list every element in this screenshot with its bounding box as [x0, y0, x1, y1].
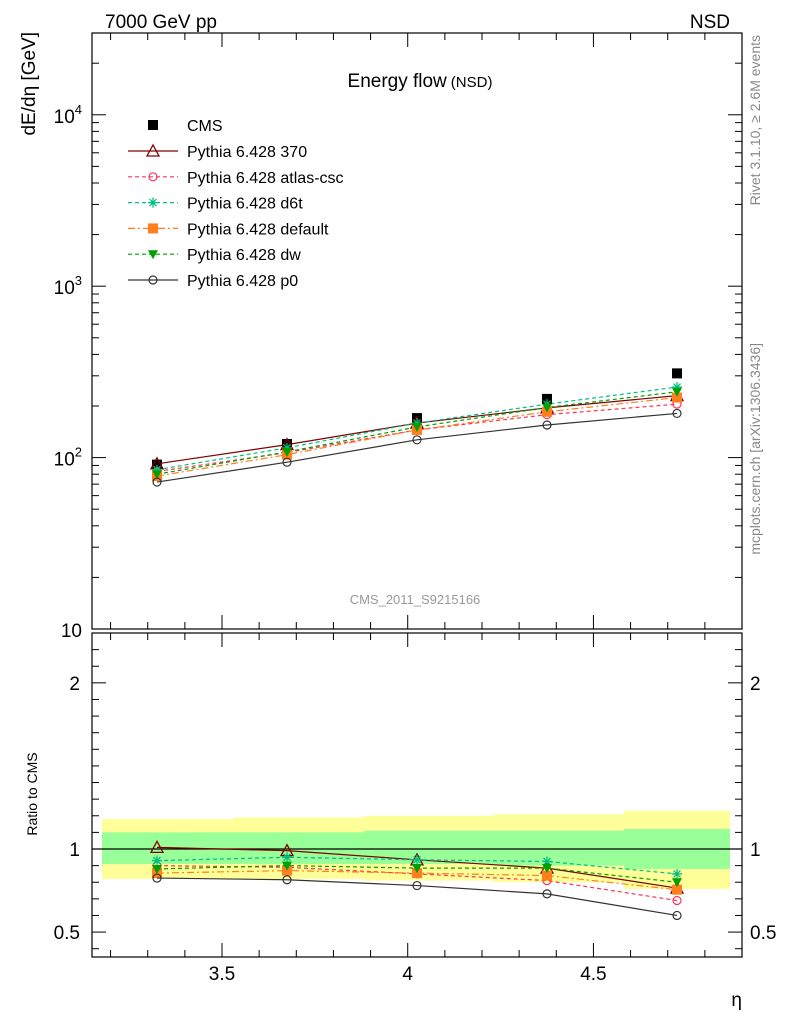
ratio-point: [152, 873, 162, 883]
series-line: [156, 396, 678, 477]
series-point: [282, 447, 292, 457]
chart-title-main: Energy flow: [348, 71, 448, 92]
chart-title: Energy flow (NSD): [348, 71, 493, 92]
ratio-point: [282, 875, 292, 885]
ratio-point: [672, 878, 682, 888]
series-point: [152, 477, 162, 487]
uncertainty-band-inner: [234, 832, 364, 864]
legend-marker: [148, 120, 158, 130]
series-point: [152, 470, 162, 480]
ratio-point: [672, 868, 682, 879]
series-point: [282, 442, 292, 453]
cms-data-point: [672, 368, 682, 379]
x-tick-label: 4: [402, 964, 413, 985]
watermark: CMS_2011_S9215166: [350, 592, 481, 607]
ratio-ytick-label-left: 2: [69, 674, 80, 695]
legend-label: Pythia 6.428 atlas-csc: [187, 170, 344, 187]
ratio-ytick-label-right: 2: [750, 674, 761, 695]
series-point: [672, 382, 682, 393]
main-ytick-label: 10: [61, 621, 82, 642]
main-ytick-label: 103: [54, 273, 82, 299]
series-point: [542, 420, 552, 430]
ytick-base: 10: [54, 450, 75, 471]
ratio-ytick-label-left: 1: [69, 840, 80, 861]
ratio-point: [152, 864, 162, 874]
side-label-top: Rivet 3.1.10, ≥ 2.6M events: [747, 35, 763, 205]
ratio-point: [149, 839, 165, 853]
ratio-plot: 0.5 0.5 1 1 2 2 3.5 4 4.5: [54, 632, 776, 985]
ratio-frame: [91, 632, 743, 958]
cms-data-point: [542, 393, 552, 404]
legend: CMS Pythia 6.428 370 Pythia 6.428 atlas-cs…: [128, 118, 344, 290]
ratio-point: [412, 880, 422, 891]
legend-marker: [148, 197, 158, 208]
main-frame: [91, 32, 743, 630]
series-point: [152, 464, 162, 475]
series-line: [156, 403, 678, 473]
ratio-point: [282, 861, 292, 871]
ratio-point: [672, 895, 682, 906]
series-point: [412, 435, 422, 445]
series-line: [156, 391, 678, 475]
series-point: [542, 403, 552, 413]
legend-label: Pythia 6.428 default: [187, 221, 329, 238]
ytick-exponent: 4: [75, 102, 82, 117]
ytick-exponent: 2: [75, 445, 82, 460]
series-point: [672, 408, 682, 419]
ratio-ytick-label-right: 1: [750, 840, 761, 861]
ratio-point: [542, 864, 552, 874]
x-axis-label: η: [731, 990, 742, 1011]
series-line: [156, 412, 678, 483]
legend-label: Pythia 6.428 d6t: [187, 196, 303, 213]
ratio-point: [542, 856, 552, 867]
ratio-point: [412, 864, 422, 874]
side-label-bottom: mcplots.cern.ch [arXiv:1306.3436]: [747, 343, 763, 555]
main-ylabel: dE/dη [GeV]: [19, 32, 40, 136]
header-right: NSD: [690, 12, 730, 33]
ratio-point: [152, 855, 162, 866]
ratio-point: [672, 884, 682, 895]
legend-marker: [145, 143, 161, 157]
series-point: [672, 387, 682, 397]
ratio-series-line: [156, 877, 678, 917]
legend-label: Pythia 6.428 370: [187, 144, 307, 161]
ytick-exponent: 3: [75, 273, 82, 288]
ratio-ylabel: Ratio to CMS: [24, 752, 40, 835]
legend-marker: [148, 172, 158, 182]
ytick-base: 10: [54, 107, 75, 128]
series-point: [672, 392, 682, 403]
uncertainty-band-inner: [494, 830, 624, 866]
ratio-point: [282, 852, 292, 863]
x-tick-label: 4.5: [580, 964, 606, 985]
main-ytick-label: 102: [54, 445, 82, 471]
legend-label: CMS: [187, 118, 223, 135]
legend-marker: [148, 223, 158, 234]
ratio-ytick-label-right: 0.5: [750, 923, 776, 944]
series-point: [412, 422, 422, 432]
main-ytick-label: 104: [54, 102, 82, 128]
x-tick-label: 3.5: [209, 964, 235, 985]
header-left: 7000 GeV pp: [105, 12, 217, 33]
ratio-point: [542, 870, 552, 881]
legend-marker: [148, 275, 158, 285]
legend-label: Pythia 6.428 p0: [187, 273, 298, 290]
series-line: [156, 386, 678, 471]
ratio-ytick-label-left: 0.5: [54, 923, 80, 944]
ratio-point: [412, 854, 422, 865]
ratio-point: [672, 910, 682, 921]
series-point: [282, 457, 292, 467]
cms-data-point: [152, 459, 162, 470]
uncertainty-band-inner: [364, 830, 494, 864]
ratio-point: [542, 889, 552, 899]
ytick-base: 10: [54, 278, 75, 299]
legend-label: Pythia 6.428 dw: [187, 247, 301, 264]
legend-marker: [148, 250, 158, 260]
chart-title-suffix: (NSD): [451, 74, 493, 91]
